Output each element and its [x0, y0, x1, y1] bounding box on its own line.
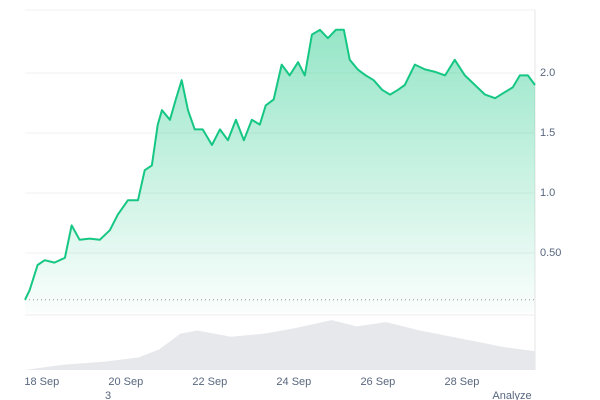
- x-tick-label: 24 Sep: [276, 376, 311, 388]
- volume-area: [25, 320, 535, 370]
- price-line: [24, 28, 536, 301]
- y-tick-label: 1.0: [540, 187, 555, 199]
- x-tick-label: 26 Sep: [360, 376, 395, 388]
- annotation[interactable]: Analyze: [492, 390, 531, 400]
- x-tick-label: 18 Sep: [24, 376, 59, 388]
- area-fill: [25, 29, 535, 314]
- x-tick-label: 28 Sep: [444, 376, 479, 388]
- annotation: 3: [105, 390, 111, 400]
- y-tick-label: 2.0: [540, 67, 555, 79]
- y-tick-label: 0.50: [540, 247, 561, 259]
- x-tick-label: 20 Sep: [108, 376, 143, 388]
- x-tick-label: 22 Sep: [192, 376, 227, 388]
- y-tick-label: 1.5: [540, 127, 555, 139]
